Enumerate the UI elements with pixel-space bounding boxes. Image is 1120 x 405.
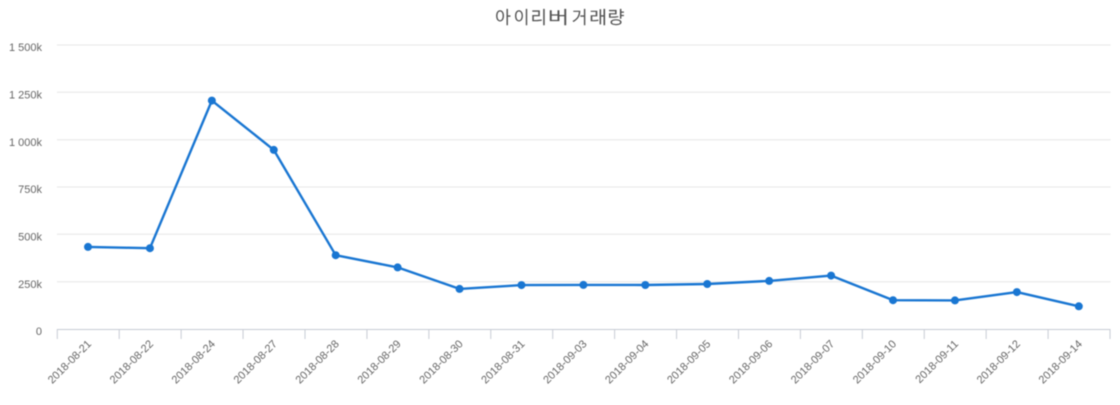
svg-text:500k: 500k (18, 232, 42, 244)
svg-text:1 250k: 1 250k (9, 90, 43, 102)
svg-text:250k: 250k (18, 279, 42, 291)
svg-text:1 500k: 1 500k (9, 42, 43, 54)
svg-text:1 000k: 1 000k (9, 137, 43, 149)
svg-text:750k: 750k (18, 184, 42, 196)
svg-text:0: 0 (36, 326, 42, 338)
